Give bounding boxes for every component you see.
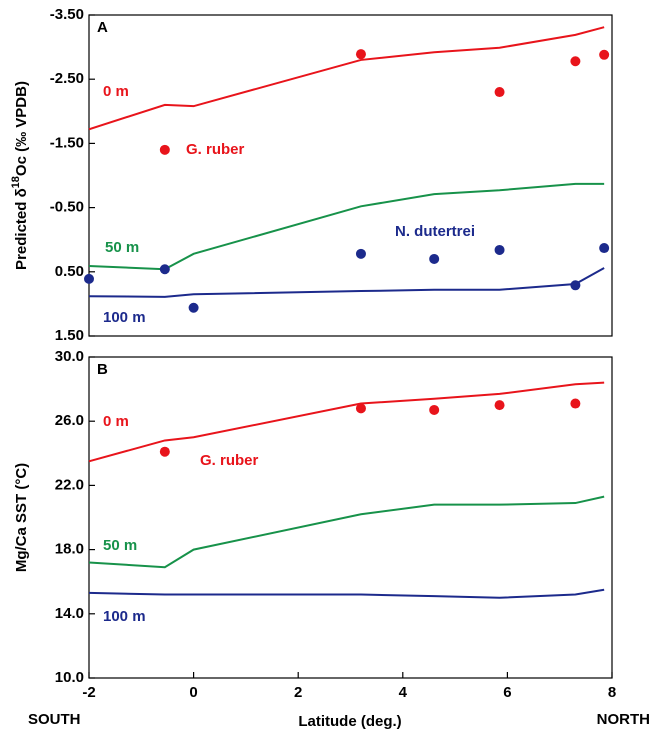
- data-line: [88, 182, 605, 271]
- data-point: [355, 49, 366, 60]
- data-point: [159, 264, 170, 275]
- data-point: [570, 398, 581, 409]
- x-tick-label: -2: [82, 684, 95, 701]
- data-point: [188, 302, 199, 313]
- data-line: [88, 495, 605, 569]
- series-label: 0 m: [103, 413, 129, 430]
- series-label: G. ruber: [200, 452, 259, 469]
- y-tick-label: 14.0: [55, 605, 84, 622]
- data-point: [355, 248, 366, 259]
- data-line: [88, 381, 605, 463]
- y-tick-label: -1.50: [50, 134, 84, 151]
- data-point: [429, 404, 440, 415]
- y-tick-label: 30.0: [55, 348, 84, 365]
- y-axis-label: Predicted δ18Oc (‰ VPDB): [10, 81, 30, 270]
- data-line: [88, 26, 605, 131]
- data-point: [159, 446, 170, 457]
- y-axis-label-part: Oc (‰ VPDB): [13, 81, 30, 176]
- x-tick-label: 0: [189, 684, 197, 701]
- y-tick-label: -2.50: [50, 70, 84, 87]
- data-point: [570, 280, 581, 291]
- series-label: G. ruber: [186, 141, 245, 158]
- series-label: 50 m: [105, 239, 139, 256]
- y-axis-label-part: Mg/Ca SST (°C): [13, 463, 30, 572]
- data-point: [494, 244, 505, 255]
- x-tick-label: 4: [399, 684, 408, 701]
- data-point: [599, 49, 610, 60]
- series-label: 0 m: [103, 83, 129, 100]
- data-point: [159, 144, 170, 155]
- plot-frame: [88, 356, 613, 679]
- data-line: [88, 267, 605, 298]
- series-label: 100 m: [103, 309, 146, 326]
- panel-label: B: [97, 361, 108, 378]
- x-axis-label: Latitude (deg.): [298, 713, 401, 730]
- y-tick-label: 0.50: [55, 263, 84, 280]
- series-label: 100 m: [103, 608, 146, 625]
- data-point: [599, 243, 610, 254]
- panel-label: A: [97, 19, 108, 36]
- data-point: [429, 253, 440, 264]
- data-line: [88, 588, 605, 599]
- x-tick-label: 6: [503, 684, 511, 701]
- y-tick-label: -3.50: [50, 6, 84, 23]
- series-label: N. dutertrei: [395, 223, 475, 240]
- y-axis-label: Mg/Ca SST (°C): [13, 463, 30, 572]
- y-tick-label: 10.0: [55, 669, 84, 686]
- y-tick-label: -0.50: [50, 199, 84, 216]
- y-tick-label: 26.0: [55, 412, 84, 429]
- y-tick-label: 1.50: [55, 327, 84, 344]
- data-point: [494, 400, 505, 411]
- y-tick-label: 18.0: [55, 541, 84, 558]
- data-point: [84, 273, 94, 284]
- x-axis-north: NORTH: [597, 711, 650, 728]
- data-point: [494, 87, 505, 98]
- x-tick-label: 8: [608, 684, 616, 701]
- plot-frame: [88, 14, 613, 337]
- data-point: [570, 56, 581, 67]
- data-point: [355, 403, 366, 414]
- y-axis-label-part: 18: [10, 176, 22, 188]
- x-tick-label: 2: [294, 684, 302, 701]
- x-axis-south: SOUTH: [28, 711, 81, 728]
- series-label: 50 m: [103, 537, 137, 554]
- y-axis-label-part: Predicted δ: [13, 188, 30, 270]
- y-tick-label: 22.0: [55, 476, 84, 493]
